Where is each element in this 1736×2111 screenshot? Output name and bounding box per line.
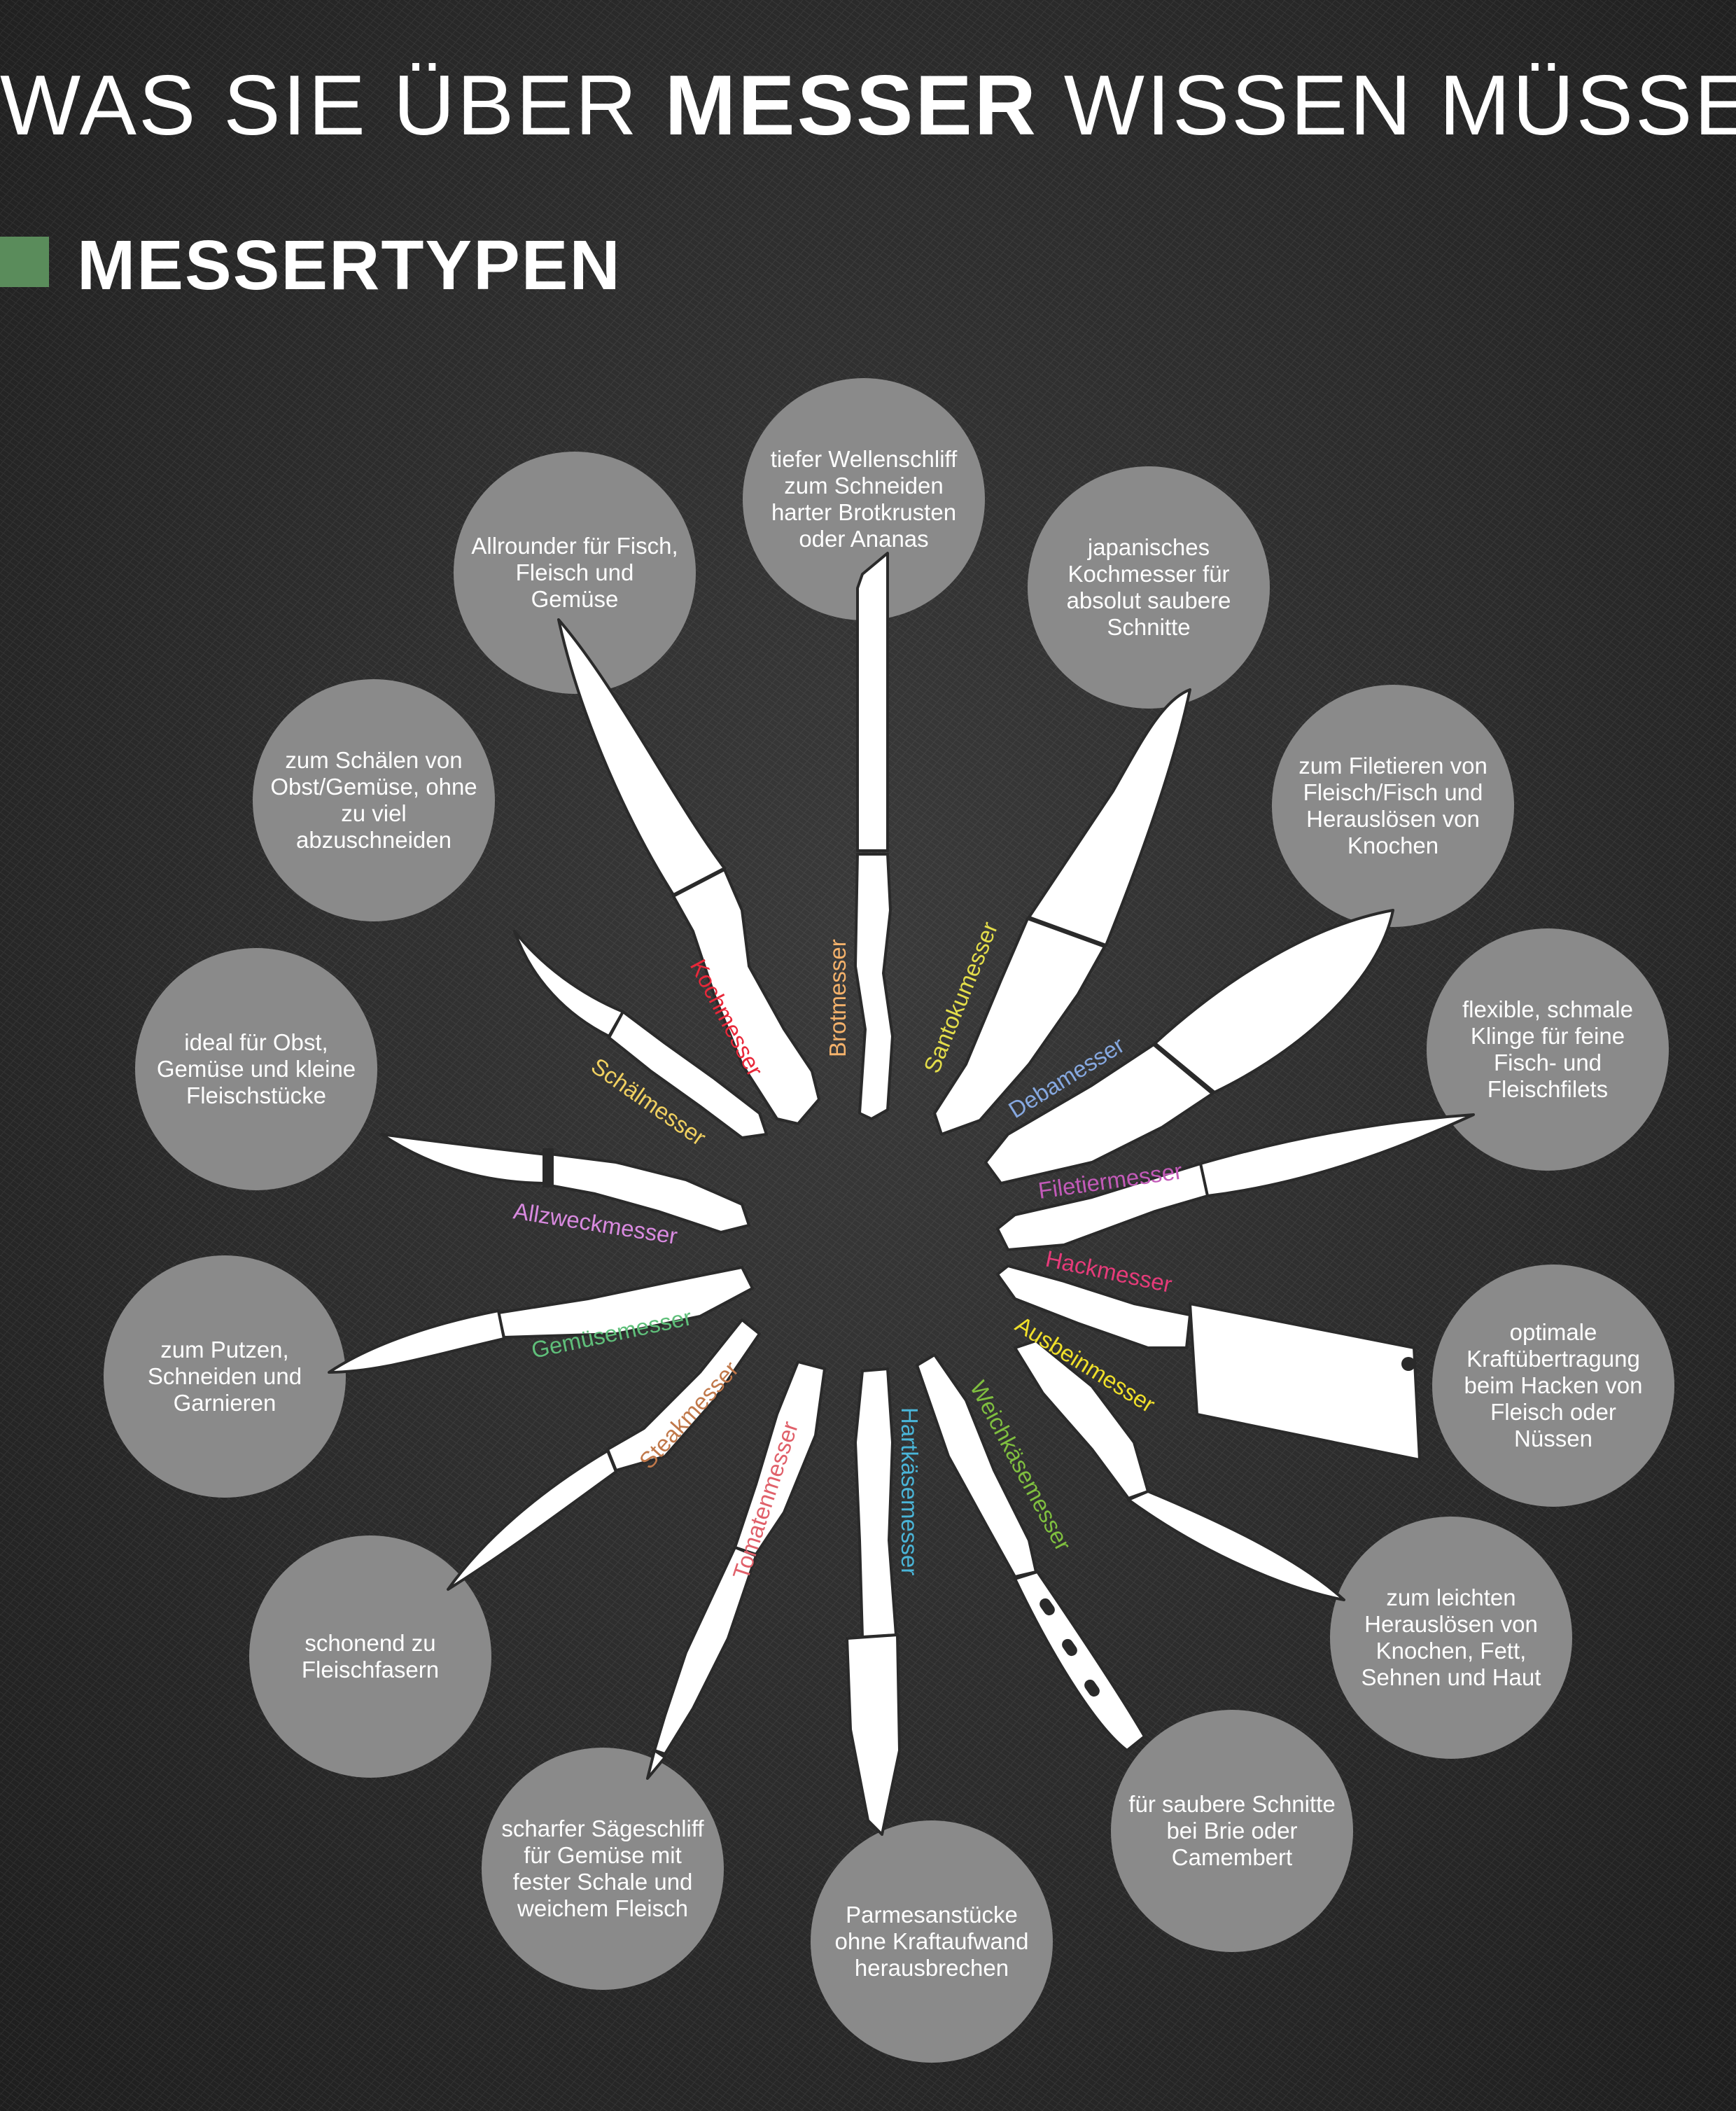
desc-schael: zum Schälen von Obst/Gemüse, ohne zu vie… bbox=[270, 747, 477, 853]
bubble-steak: schonend zu Fleischfasern bbox=[249, 1535, 491, 1778]
label-tomate: Tomatenmesser bbox=[727, 1418, 803, 1582]
knife-filetier-icon bbox=[996, 1113, 1475, 1251]
knife-weichkaese-icon bbox=[916, 1353, 1146, 1752]
bubble-ausbein: zum leichten Herauslösen von Knochen, Fe… bbox=[1330, 1517, 1572, 1759]
bubble-deba: zum Filetieren von Fleisch/Fisch und Her… bbox=[1272, 685, 1514, 927]
title-part-2: WISSEN MÜSSEN bbox=[1063, 57, 1736, 153]
desc-weichkaese: für saubere Schnitte bei Brie oder Camem… bbox=[1128, 1791, 1336, 1870]
knife-deba-icon bbox=[984, 909, 1394, 1185]
bubble-tomate: scharfer Sägeschliff für Gemüse mit fest… bbox=[482, 1748, 724, 1990]
desc-steak: schonend zu Fleischfasern bbox=[301, 1630, 440, 1682]
label-steak: Steakmesser bbox=[634, 1356, 743, 1474]
desc-hack: optimale Kraftübertragung beim Hacken vo… bbox=[1464, 1319, 1643, 1451]
desc-filetier: flexible, schmale Klinge für feine Fisch… bbox=[1462, 996, 1633, 1102]
knife-allzweck-icon bbox=[380, 1133, 750, 1234]
knife-steak-icon bbox=[447, 1318, 761, 1591]
bubble-hartkaese: Parmesanstücke ohne Kraftaufwand herausb… bbox=[811, 1820, 1053, 2063]
desc-hartkaese: Parmesanstücke ohne Kraftaufwand herausb… bbox=[834, 1902, 1029, 1981]
main-title: WAS SIE ÜBER MESSER WISSEN MÜSSEN bbox=[0, 56, 1736, 154]
bubble-santoku: japanisches Kochmesser für absolut saube… bbox=[1028, 466, 1270, 709]
desc-koch: Allrounder für Fisch, Fleisch und Gemüse bbox=[471, 533, 678, 612]
desc-tomate: scharfer Sägeschliff für Gemüse mit fest… bbox=[501, 1816, 704, 1921]
knife-koch-icon bbox=[557, 618, 820, 1125]
bubble-hack: optimale Kraftübertragung beim Hacken vo… bbox=[1432, 1264, 1674, 1507]
desc-allzweck: ideal für Obst, Gemüse und kleine Fleisc… bbox=[156, 1029, 356, 1108]
knife-schael-icon bbox=[513, 930, 768, 1139]
desc-brot: tiefer Wellenschliff zum Schneiden harte… bbox=[770, 446, 958, 552]
bubble-gemuese: zum Putzen, Schneiden und Garnieren bbox=[104, 1255, 346, 1498]
bubble-filetier: flexible, schmale Klinge für feine Fisch… bbox=[1427, 928, 1669, 1171]
desc-ausbein: zum leichten Herauslösen von Knochen, Fe… bbox=[1361, 1584, 1541, 1690]
label-brot: Brotmesser bbox=[825, 939, 850, 1057]
title-part-1: WAS SIE ÜBER bbox=[0, 57, 665, 153]
desc-deba: zum Filetieren von Fleisch/Fisch und Her… bbox=[1298, 753, 1488, 858]
desc-gemuese: zum Putzen, Schneiden und Garnieren bbox=[147, 1337, 302, 1416]
bubble-schael: zum Schälen von Obst/Gemüse, ohne zu vie… bbox=[253, 679, 495, 921]
bubble-weichkaese: für saubere Schnitte bei Brie oder Camem… bbox=[1111, 1710, 1353, 1952]
bubble-brot: tiefer Wellenschliff zum Schneiden harte… bbox=[743, 378, 985, 620]
label-hartkaese: Hartkäsemesser bbox=[897, 1407, 923, 1575]
section-title: MESSERTYPEN bbox=[77, 226, 622, 305]
desc-santoku: japanisches Kochmesser für absolut saube… bbox=[1066, 534, 1231, 640]
knife-tomate-icon bbox=[646, 1360, 826, 1780]
title-part-bold: MESSER bbox=[664, 57, 1038, 153]
section-marker bbox=[0, 237, 49, 287]
knife-ausbein-icon bbox=[1014, 1339, 1345, 1601]
knife-hack-icon bbox=[996, 1264, 1421, 1461]
knife-brot-icon bbox=[854, 552, 894, 1120]
bubble-allzweck: ideal für Obst, Gemüse und kleine Fleisc… bbox=[135, 948, 377, 1190]
knife-gemuese-icon bbox=[328, 1266, 754, 1374]
knife-hartkaese-icon bbox=[846, 1367, 901, 1836]
knife-santoku-icon bbox=[933, 688, 1191, 1136]
